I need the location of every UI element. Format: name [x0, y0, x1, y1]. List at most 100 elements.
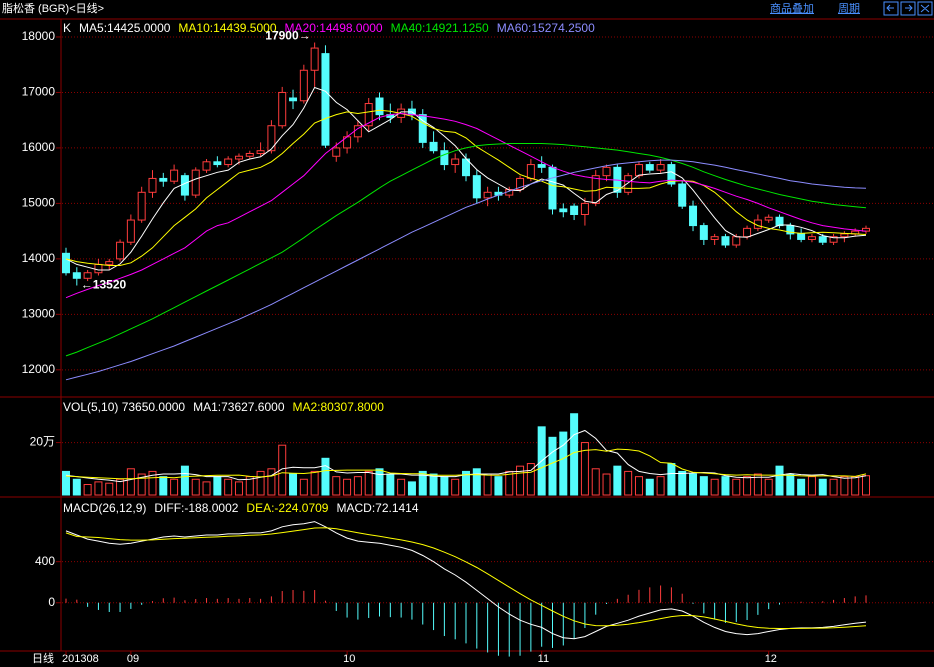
ma-line	[65, 112, 867, 299]
legend-entry: K	[63, 21, 71, 35]
volume-bar	[732, 478, 741, 496]
y-tick-label: 14000	[22, 251, 56, 265]
candle-body	[797, 233, 806, 240]
candle-body	[289, 97, 298, 102]
candle-body	[429, 141, 438, 152]
volume-bar	[494, 476, 503, 496]
candle-body	[72, 272, 81, 279]
volume-bar	[678, 470, 687, 496]
y-tick-label: 17000	[22, 85, 56, 99]
y-tick-label: 13000	[22, 307, 56, 321]
candle-body	[126, 219, 135, 243]
button-left[interactable]	[883, 1, 899, 16]
legend-entry: DEA:-224.0709	[246, 501, 328, 515]
candle-body	[83, 272, 92, 279]
volume-bar	[634, 476, 643, 496]
candle-body	[116, 241, 125, 260]
legend-entry: MA5:14425.0000	[79, 21, 171, 35]
volume-bar	[94, 481, 103, 496]
candle-body	[732, 236, 741, 246]
candle-body	[310, 47, 319, 71]
candle-body	[483, 191, 492, 199]
volume-bar	[191, 478, 200, 496]
candle-body	[743, 227, 752, 238]
candle-body	[451, 158, 460, 166]
x-tick-label: 10	[343, 653, 355, 665]
volume-bar	[689, 473, 698, 496]
volume-bar	[429, 473, 438, 496]
volume-bar	[764, 478, 773, 496]
volume-bar	[289, 473, 298, 496]
candle-body	[440, 150, 449, 166]
volume-bar	[516, 465, 525, 496]
candle-body	[159, 177, 168, 182]
volume-bar	[451, 478, 460, 496]
candle-body	[202, 161, 211, 171]
ma-line	[65, 86, 867, 271]
volume-bar	[797, 478, 806, 496]
volume-bar	[699, 476, 708, 496]
volume-bar	[321, 457, 330, 496]
volume-bar	[829, 478, 838, 496]
volume-bar	[105, 482, 114, 496]
candle-body	[526, 164, 535, 179]
volume-bar	[613, 465, 622, 496]
volume-bar	[472, 468, 481, 496]
candle-body	[62, 252, 70, 274]
frame	[0, 18, 934, 652]
x-tick-label: 12	[765, 653, 777, 665]
overlay-link[interactable]: 商品叠加	[770, 1, 814, 15]
candle-body	[213, 161, 222, 166]
button-icons	[886, 4, 930, 13]
volume-bar	[397, 478, 406, 496]
volume-bar	[278, 444, 287, 496]
legend-entry: MA10:14439.5000	[178, 21, 276, 35]
ma-line	[65, 109, 867, 266]
period-link[interactable]: 周期	[838, 2, 860, 15]
candle-body	[472, 175, 481, 199]
volume-bar	[386, 473, 395, 496]
candle-body	[786, 225, 795, 235]
volume-bar	[526, 463, 535, 496]
toolbar-buttons	[883, 1, 933, 16]
x-tick-label: 201308	[62, 653, 99, 665]
volume-bar	[310, 470, 319, 496]
volume-bar	[375, 468, 384, 496]
legend-entry: MACD(26,12,9)	[63, 501, 146, 515]
volume-bar	[483, 473, 492, 496]
candle-body	[645, 164, 654, 171]
legend-entry: MA20:14498.0000	[285, 21, 383, 35]
candle-body	[234, 155, 243, 160]
candle-body	[775, 216, 784, 227]
volume-bar	[83, 484, 92, 496]
button-right[interactable]	[900, 1, 916, 16]
volume-bar	[721, 476, 730, 496]
volume-bar	[559, 431, 568, 496]
candle-body	[537, 164, 546, 168]
candle-body	[829, 236, 838, 243]
volume-bar	[267, 468, 276, 496]
volume-bar	[234, 481, 243, 496]
candle-body	[278, 91, 287, 127]
volume-bar	[591, 468, 600, 496]
button-close[interactable]	[917, 1, 933, 16]
volume-bar	[224, 478, 233, 496]
x-tick-label: 11	[538, 653, 549, 665]
candle-body	[148, 177, 157, 193]
y-tick-label: 15000	[22, 196, 56, 210]
volume-bar	[343, 478, 352, 496]
candle-body	[656, 164, 665, 171]
candle-body	[548, 166, 557, 210]
candle-body	[559, 208, 568, 213]
candle-body	[689, 205, 698, 227]
candle-body	[721, 236, 730, 246]
volume-bar	[656, 476, 665, 496]
y-tick-label: 400	[35, 554, 55, 568]
candle-body	[105, 261, 114, 265]
volume-bar	[667, 463, 676, 496]
volume-bar	[624, 470, 633, 496]
volume-bar	[202, 481, 211, 496]
y-tick-label: 20万	[30, 435, 55, 449]
y-tick-label: 0	[48, 595, 55, 609]
